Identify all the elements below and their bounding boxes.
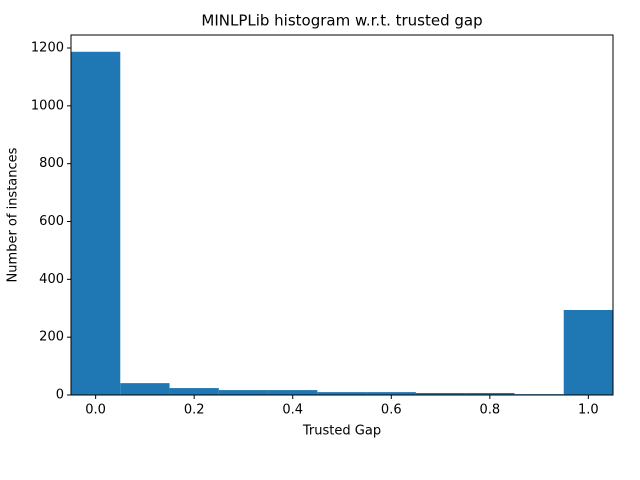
x-tick-label: 0.4 (282, 403, 303, 418)
y-tick-label: 600 (39, 214, 64, 229)
bar (218, 390, 269, 395)
y-tick-label: 800 (39, 156, 64, 171)
bar (465, 392, 515, 395)
x-tick-label: 0.2 (184, 403, 205, 418)
y-tick-label: 1200 (31, 41, 64, 56)
x-axis-label: Trusted Gap (302, 424, 381, 439)
bar (268, 390, 318, 395)
bar (563, 309, 613, 395)
x-tick-label: 1.0 (578, 403, 599, 418)
bar (317, 392, 367, 395)
x-tick-label: 0.0 (85, 403, 106, 418)
y-tick-label: 200 (39, 330, 64, 345)
bar (169, 388, 219, 395)
y-axis-label: Number of instances (6, 147, 21, 282)
x-tick-label: 0.6 (381, 403, 402, 418)
bar (366, 392, 416, 395)
plot-frame (70, 34, 614, 396)
bar (71, 51, 121, 395)
y-tick-label: 400 (39, 272, 64, 287)
bar (415, 392, 466, 395)
y-tick-label: 0 (56, 388, 64, 403)
bar (120, 383, 170, 395)
y-tick-label: 1000 (31, 98, 64, 113)
chart-title: MINLPLib histogram w.r.t. trusted gap (201, 12, 482, 30)
x-tick-label: 0.8 (479, 403, 500, 418)
